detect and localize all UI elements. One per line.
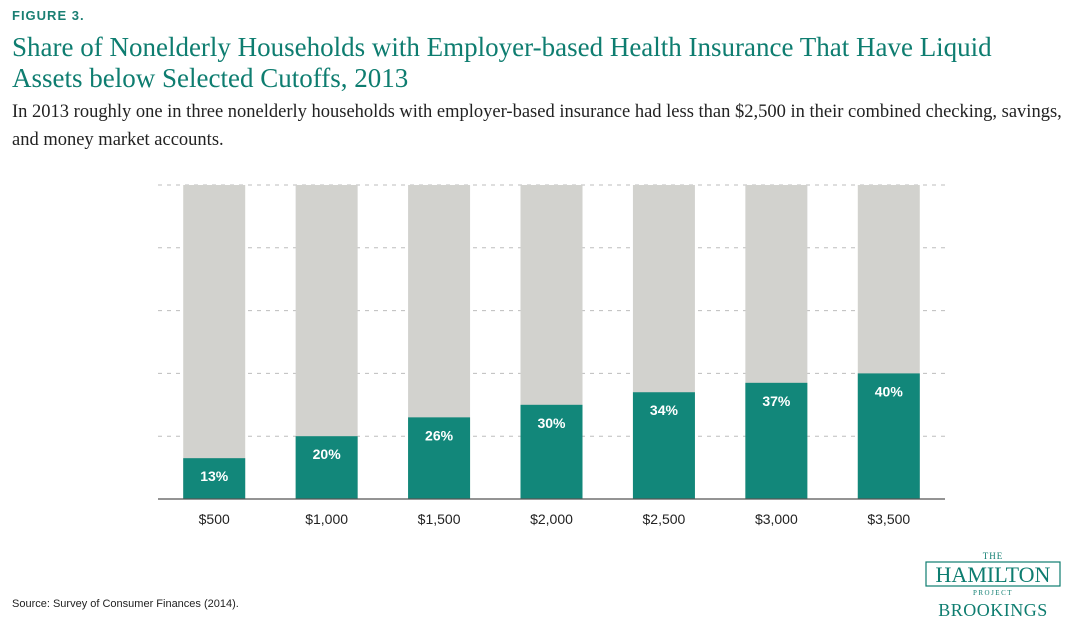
bar xyxy=(632,392,695,499)
bar-value-label: 40% xyxy=(875,383,904,399)
logo-frame xyxy=(925,561,1061,587)
logo-main-word: HAMILTON xyxy=(936,562,1051,587)
logo-org: BROOKINGS xyxy=(938,600,1048,620)
x-tick-label: $3,500 xyxy=(867,511,910,527)
logo-top-word: THE xyxy=(983,551,1004,561)
bar-value-label: 26% xyxy=(425,427,454,443)
bar-background xyxy=(183,185,246,499)
bar-value-label: 30% xyxy=(537,415,566,431)
bar-value-label: 37% xyxy=(762,393,791,409)
x-tick-label: $2,500 xyxy=(643,511,686,527)
hamilton-project-brookings-logo: THE HAMILTON PROJECT BROOKINGS xyxy=(925,551,1061,620)
bar xyxy=(295,436,358,499)
source-note: Source: Survey of Consumer Finances (201… xyxy=(12,598,239,610)
bar xyxy=(520,404,583,499)
x-tick-label: $500 xyxy=(199,511,230,527)
x-tick-label: $2,000 xyxy=(530,511,573,527)
bar xyxy=(745,382,808,499)
logo-sub-word: PROJECT xyxy=(973,589,1013,597)
bar xyxy=(857,373,920,499)
bar-chart: 13% $500 20% $1,000 26% $1,500 30% $2,000 34% $2,… xyxy=(158,184,945,527)
x-tick-label: $1,500 xyxy=(418,511,461,527)
chart-subtitle: In 2013 roughly one in three nonelderly … xyxy=(12,102,1062,150)
chart-title: Share of Nonelderly Households with Empl… xyxy=(12,32,992,93)
x-tick-label: $1,000 xyxy=(305,511,348,527)
figure-label: FIGURE 3. xyxy=(12,8,85,23)
x-tick-label: $3,000 xyxy=(755,511,798,527)
bar-value-label: 34% xyxy=(650,402,679,418)
bar xyxy=(408,417,471,499)
bar-value-label: 20% xyxy=(313,446,342,462)
bar xyxy=(183,458,246,499)
bar-value-label: 13% xyxy=(200,468,229,484)
